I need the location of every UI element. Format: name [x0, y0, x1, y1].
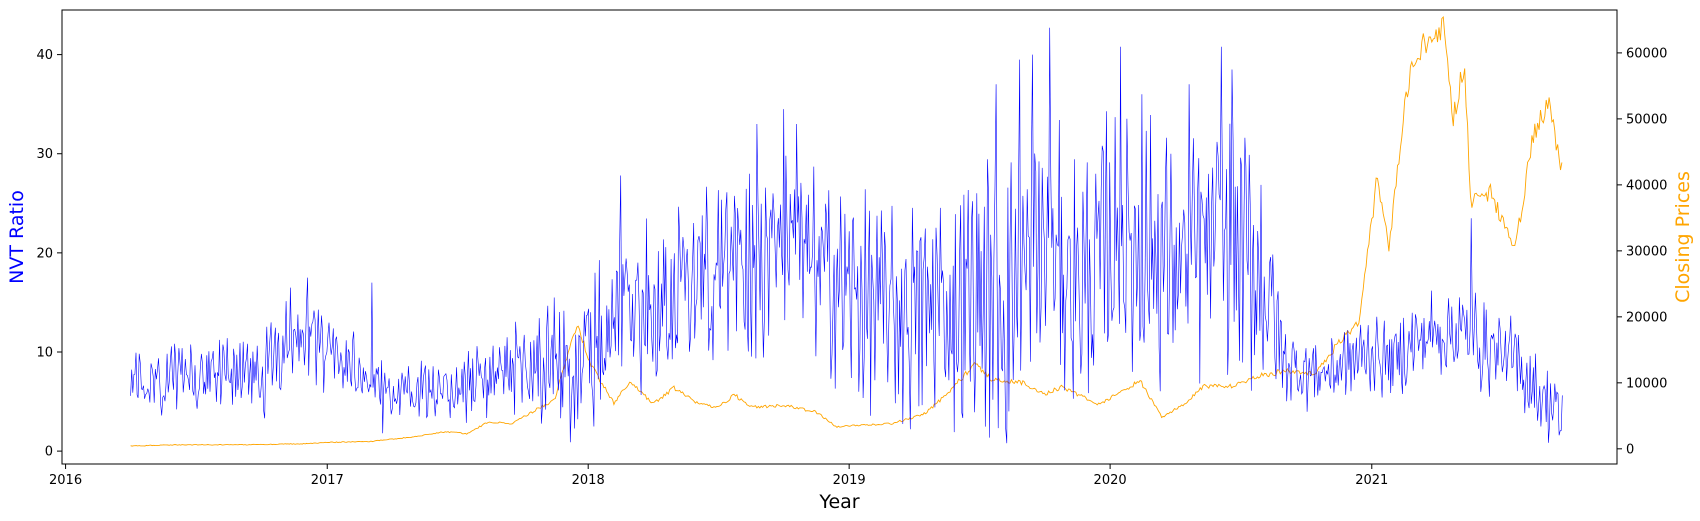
right-y-tick-label: 60000	[1626, 46, 1667, 61]
right-y-tick-label: 10000	[1626, 376, 1667, 391]
left-y-tick-label: 10	[36, 345, 53, 360]
x-axis-label: Year	[818, 491, 859, 513]
x-tick-label: 2021	[1355, 473, 1388, 488]
plot-frame	[61, 9, 1618, 465]
nvt-ratio-line	[130, 27, 1563, 444]
closing-price-line	[130, 15, 1563, 447]
left-y-axis-ticks: 0 10 20 30 40	[36, 48, 62, 460]
right-y-tick-label: 0	[1626, 442, 1634, 457]
right-y-tick-label: 40000	[1626, 178, 1667, 193]
x-tick-label: 2016	[49, 473, 82, 488]
left-y-tick-label: 0	[45, 445, 53, 460]
series-layer	[130, 15, 1563, 447]
left-y-tick-label: 40	[36, 48, 53, 63]
right-y-axis-ticks: 0 10000 20000 30000 40000 50000 60000	[1617, 46, 1667, 457]
right-y-tick-label: 20000	[1626, 310, 1667, 325]
left-y-axis-label: NVT Ratio	[6, 190, 28, 284]
x-tick-label: 2019	[833, 473, 866, 488]
x-tick-label: 2017	[311, 473, 344, 488]
left-y-tick-label: 20	[36, 246, 53, 261]
x-tick-label: 2018	[572, 473, 605, 488]
right-y-axis-label: Closing Prices	[1672, 171, 1694, 303]
plot-area	[62, 10, 1617, 464]
right-y-tick-label: 50000	[1626, 112, 1667, 127]
x-axis-ticks: 2016 2017 2018 2019 2020 2021	[49, 464, 1388, 488]
x-tick-label: 2020	[1094, 473, 1127, 488]
right-y-tick-label: 30000	[1626, 244, 1667, 259]
left-y-tick-label: 30	[36, 147, 53, 162]
